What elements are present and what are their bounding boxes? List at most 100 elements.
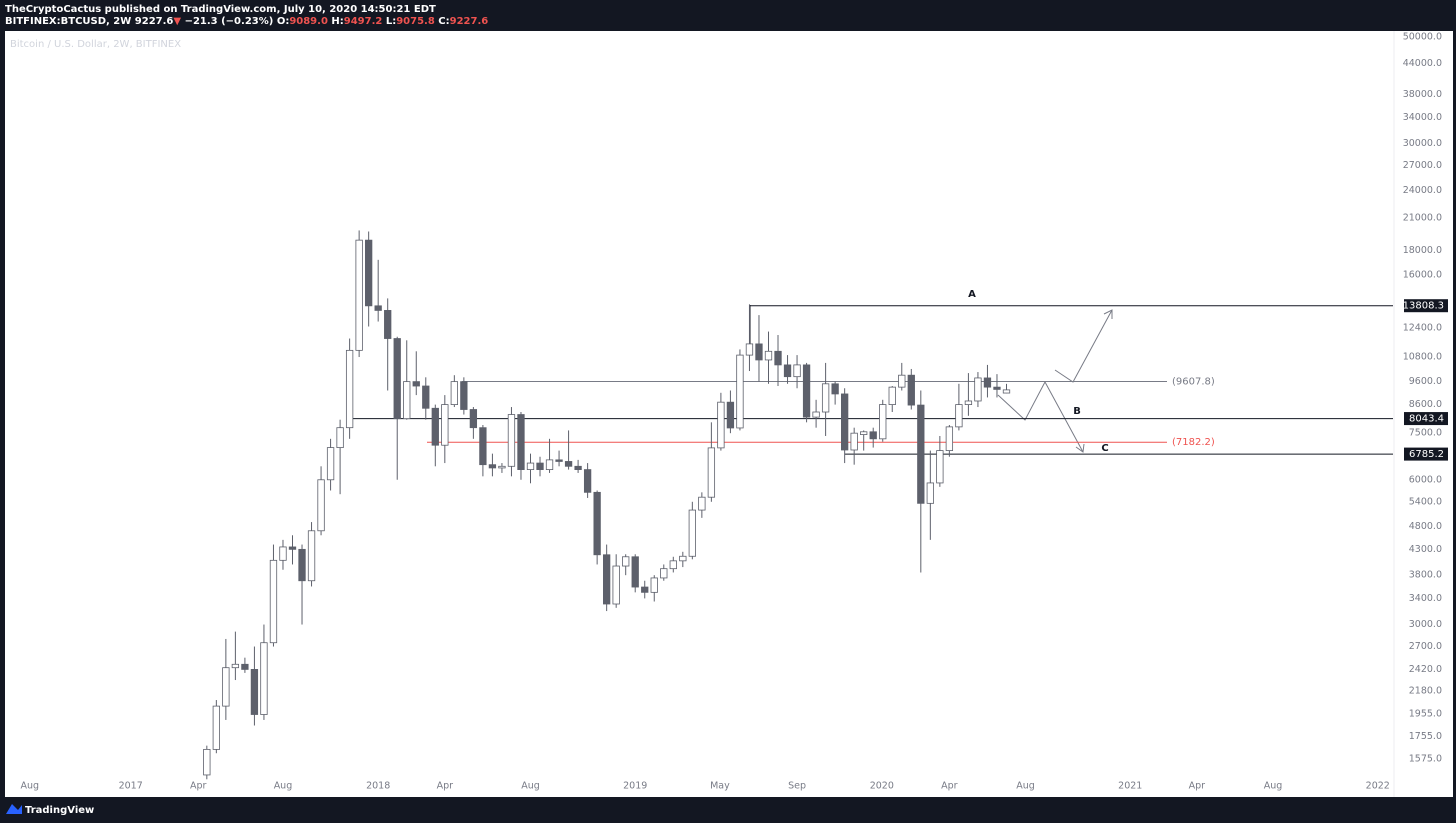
last-price: 9227.6 xyxy=(135,16,174,27)
candle-body xyxy=(545,459,554,470)
candle-body xyxy=(707,447,716,498)
price-box-label: 8043.4 xyxy=(1409,414,1444,425)
candle-body xyxy=(269,559,278,644)
candle-body xyxy=(774,350,782,366)
candle-body xyxy=(736,354,744,429)
chart-title: Bitcoin / U.S. Dollar, 2W, BITFINEX xyxy=(10,39,181,50)
candle-body xyxy=(422,385,430,409)
candle-body xyxy=(755,343,763,361)
candle-body xyxy=(231,663,240,669)
candle-body xyxy=(307,530,316,582)
candle-body xyxy=(860,431,868,435)
candle-body xyxy=(717,401,725,449)
c-val: 9227.6 xyxy=(450,16,489,27)
y-tick-label: 5400.0 xyxy=(1409,496,1442,507)
candle-body xyxy=(983,377,992,388)
candle-body xyxy=(526,462,535,470)
candle-body xyxy=(812,411,820,418)
y-tick-label: 1955.0 xyxy=(1409,708,1442,719)
price-box xyxy=(1404,447,1448,461)
candle-body xyxy=(250,669,259,715)
x-tick-label: Apr xyxy=(941,781,958,792)
candle-body xyxy=(888,386,896,405)
candle-body xyxy=(574,465,582,470)
candle-body xyxy=(974,377,982,402)
y-tick-label: 34000.0 xyxy=(1403,112,1442,123)
y-tick-label: 2700.0 xyxy=(1409,641,1442,652)
candle-body xyxy=(793,364,801,378)
y-tick-label: 50000.0 xyxy=(1403,31,1442,42)
x-tick-label: 2017 xyxy=(119,781,143,792)
footer-bar xyxy=(0,797,1456,823)
y-tick-label: 1755.0 xyxy=(1409,731,1442,742)
candle-body xyxy=(355,239,363,351)
candle-body xyxy=(1002,389,1011,394)
candle-body xyxy=(517,414,525,470)
candle-body xyxy=(698,496,706,511)
candle-body xyxy=(612,565,620,605)
x-tick-label: 2020 xyxy=(870,781,894,792)
candle-body xyxy=(441,404,449,446)
candle-body xyxy=(488,464,497,469)
price-line-label: (7182.2) xyxy=(1172,437,1215,448)
candle-body xyxy=(507,414,516,467)
candle-body xyxy=(641,586,649,593)
candle-body xyxy=(583,469,592,493)
y-tick-label: 27000.0 xyxy=(1403,160,1442,171)
candle-body xyxy=(688,509,696,557)
y-tick-label: 3000.0 xyxy=(1409,619,1442,630)
candle-body xyxy=(365,239,373,307)
l-key: L: xyxy=(386,16,396,27)
candle-body xyxy=(783,364,792,378)
annotation: C xyxy=(1101,443,1108,454)
arrow-head xyxy=(1103,309,1113,319)
candle-body xyxy=(479,427,487,466)
x-tick-label: 2022 xyxy=(1366,781,1390,792)
arrow-up xyxy=(1054,309,1113,383)
y-tick-label: 1575.0 xyxy=(1409,754,1442,765)
symbol-line: BITFINEX:BTCUSD, 2W 9227.6▼ −21.3 (−0.23… xyxy=(5,16,488,27)
arrow-down xyxy=(997,380,1084,453)
arrow-head xyxy=(1075,443,1085,453)
candle-body xyxy=(926,482,934,504)
candle-body xyxy=(907,374,915,406)
y-tick-label: 12400.0 xyxy=(1403,323,1442,334)
y-tick-label: 4300.0 xyxy=(1409,544,1442,555)
price-box-label: 13808.3 xyxy=(1403,301,1444,312)
candle-body xyxy=(431,407,439,446)
candle-body xyxy=(917,404,925,504)
y-tick-label: 2180.0 xyxy=(1409,686,1442,697)
y-tick-label: 6000.0 xyxy=(1409,474,1442,485)
y-tick-label: 2420.0 xyxy=(1409,664,1442,675)
candle-body xyxy=(650,577,658,593)
candle-body xyxy=(498,465,506,469)
price-line-label: (9607.8) xyxy=(1172,376,1215,387)
x-tick-label: Aug xyxy=(274,781,293,792)
x-tick-label: 2019 xyxy=(623,781,647,792)
candle-body xyxy=(764,350,773,361)
candle-body xyxy=(222,667,230,707)
candle-body xyxy=(631,556,639,588)
projection-arrows xyxy=(997,309,1113,453)
x-tick-label: Aug xyxy=(1264,781,1283,792)
candle-body xyxy=(869,431,877,440)
candle-body xyxy=(469,409,478,429)
o-key: O: xyxy=(277,16,290,27)
y-tick-label: 38000.0 xyxy=(1403,89,1442,100)
candle-body xyxy=(336,427,344,448)
candle-body xyxy=(841,393,849,451)
candle-body xyxy=(564,461,573,467)
x-tick-label: Aug xyxy=(1016,781,1035,792)
candle-body xyxy=(345,349,354,429)
brand: TradingView xyxy=(25,805,94,816)
x-tick-label: Apr xyxy=(1189,781,1206,792)
candle-body xyxy=(288,546,297,550)
x-tick-label: Aug xyxy=(20,781,39,792)
candle-body xyxy=(955,404,963,428)
x-tick-label: 2021 xyxy=(1118,781,1142,792)
candle-body xyxy=(260,642,268,715)
candle-body xyxy=(964,400,973,405)
l-val: 9075.8 xyxy=(396,16,435,27)
candle-body xyxy=(879,404,887,440)
